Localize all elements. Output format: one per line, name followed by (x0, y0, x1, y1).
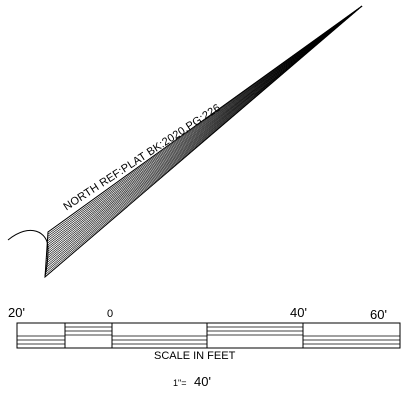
north-arrow-hatching (44, 5, 363, 278)
scale-ratio-value: 40' (194, 374, 211, 389)
scale-tick-label: 60' (370, 307, 387, 322)
scale-tick-label: 40' (290, 305, 307, 320)
scale-tick-label: 20' (8, 305, 25, 320)
scale-bar-frame (16, 322, 401, 349)
scale-ratio-prefix: 1"= (173, 378, 187, 388)
scale-bar-rules (17, 326, 400, 345)
scale-tick-label: 0 (107, 308, 114, 320)
hatch-line (44, 5, 363, 278)
north-arrow-base-arc (7, 230, 49, 277)
scale-caption: SCALE IN FEET (154, 350, 236, 362)
hatch-line (47, 5, 363, 233)
